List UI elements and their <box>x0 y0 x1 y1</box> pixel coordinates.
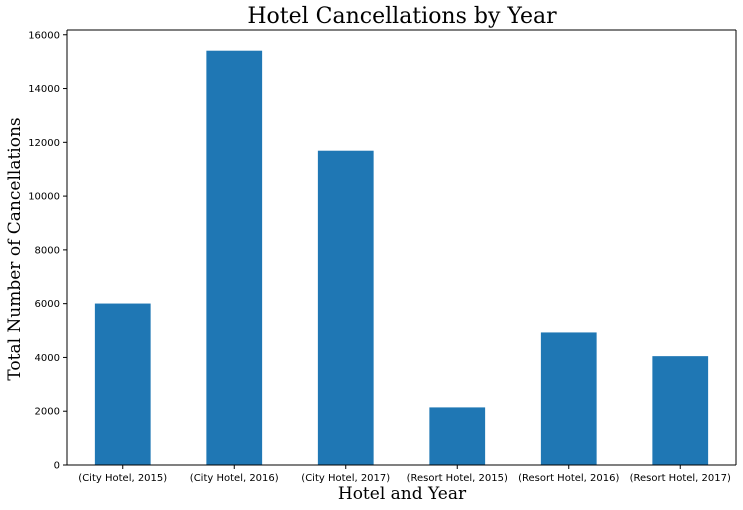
y-tick-label: 10000 <box>28 192 60 203</box>
y-tick-label: 0 <box>54 461 60 472</box>
y-tick-label: 16000 <box>28 30 60 41</box>
x-tick-label: (Resort Hotel, 2016) <box>518 473 619 484</box>
x-tick-label: (City Hotel, 2015) <box>78 473 167 484</box>
bar <box>429 407 486 465</box>
y-axis-label: Total Number of Cancellations <box>5 117 25 380</box>
bars-group <box>94 50 709 465</box>
chart-title: Hotel Cancellations by Year <box>247 4 557 29</box>
bar <box>94 303 151 465</box>
x-tick-label: (Resort Hotel, 2015) <box>407 473 508 484</box>
y-tick-label: 8000 <box>35 245 60 256</box>
x-axis-label: Hotel and Year <box>338 484 467 504</box>
y-tick-label: 6000 <box>35 299 60 310</box>
y-tick-label: 12000 <box>28 138 60 149</box>
x-tick-label: (City Hotel, 2016) <box>190 473 279 484</box>
y-tick-label: 14000 <box>28 84 60 95</box>
y-axis: 0 2000 4000 6000 8000 10000 12000 14000 16000 <box>28 30 67 472</box>
y-tick-label: 4000 <box>35 353 60 364</box>
x-tick-label: (Resort Hotel, 2017) <box>630 473 731 484</box>
y-tick-label: 2000 <box>35 407 60 418</box>
bar <box>652 356 709 465</box>
x-axis: (City Hotel, 2015) (City Hotel, 2016) (Cit… <box>78 465 731 484</box>
bar <box>206 50 263 465</box>
bar <box>317 150 374 465</box>
bar <box>540 332 597 465</box>
x-tick-label: (City Hotel, 2017) <box>301 473 390 484</box>
